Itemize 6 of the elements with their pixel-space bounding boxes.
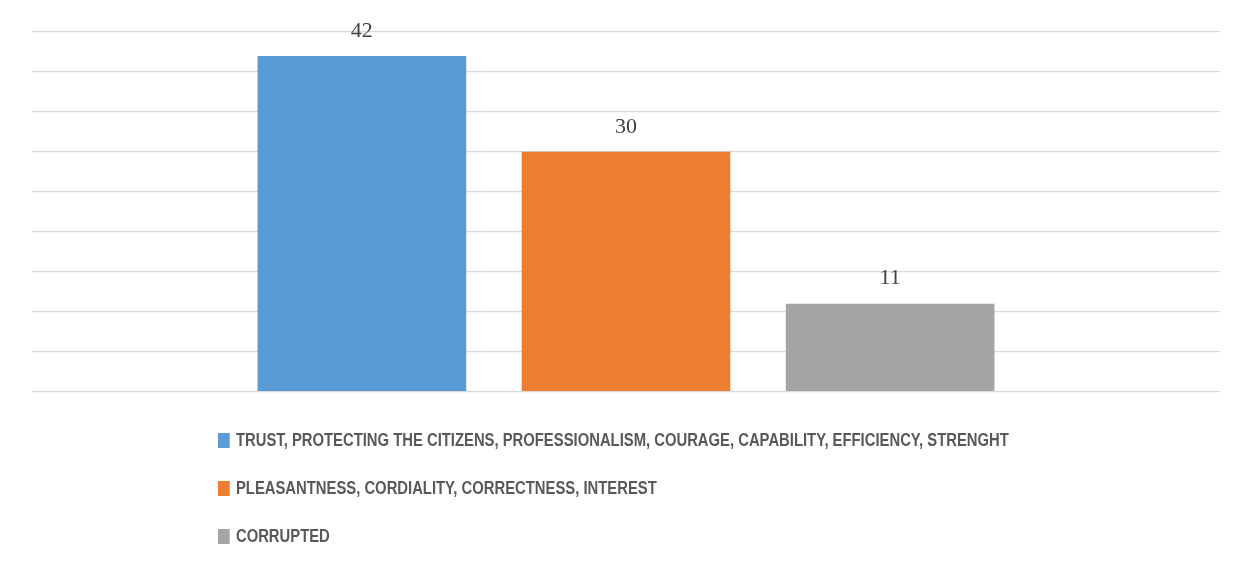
data-label: 30 xyxy=(615,112,637,138)
legend-label: CORRUPTED xyxy=(235,525,330,547)
data-label: 11 xyxy=(879,264,901,290)
data-label: 42 xyxy=(350,16,373,42)
legend-label: TRUST, PROTECTING THE CITIZENS, PROFESSIONALISM, COURAGE, CAPABILITY, EFFICIENCY, STRENGHT xyxy=(235,429,1009,451)
legend-label: PLEASANTNESS, CORDIALITY, CORRECTNESS, INTEREST xyxy=(235,477,657,499)
